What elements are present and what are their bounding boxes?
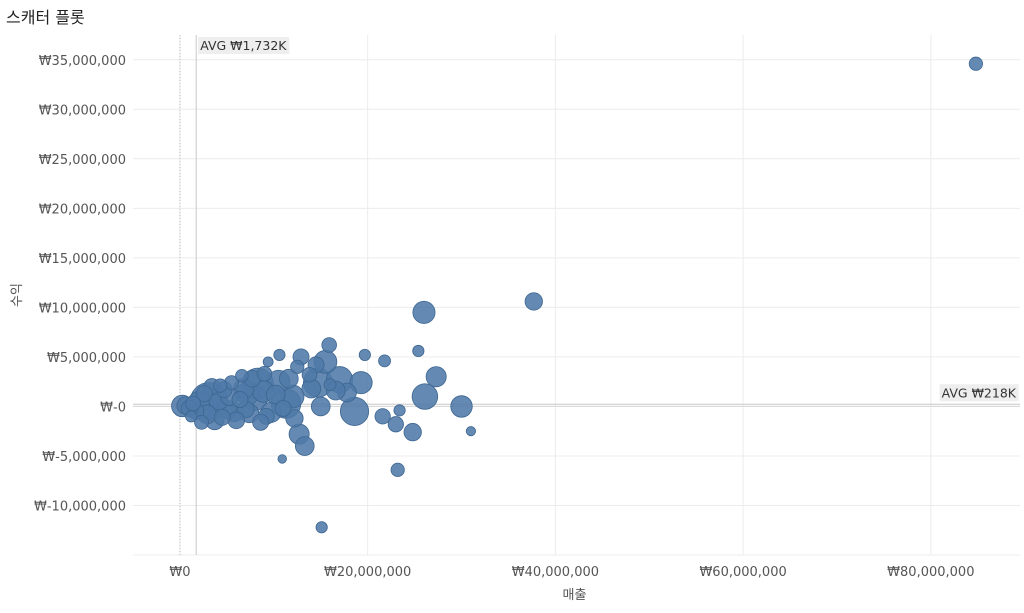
scatter-point[interactable] [195, 385, 213, 402]
scatter-point[interactable] [279, 368, 299, 389]
scatter-point[interactable] [425, 366, 447, 388]
scatter-point[interactable] [274, 399, 292, 417]
y-tick-label: ₩10,000,000 [39, 301, 126, 316]
x-tick-label: ₩20,000,000 [324, 565, 411, 580]
reference-lines [133, 35, 1020, 555]
y-tick-label: ₩30,000,000 [39, 103, 126, 118]
scatter-point[interactable] [323, 378, 337, 392]
y-average-label-bg [939, 384, 1019, 402]
scatter-point[interactable] [256, 365, 273, 382]
scatter-point[interactable] [524, 292, 543, 311]
scatter-point[interactable] [374, 408, 391, 425]
x-tick-label: ₩0 [169, 565, 190, 580]
scatter-point[interactable] [231, 391, 249, 408]
x-axis-ticks: ₩0 ₩20,000,000 ₩40,000,000 ₩60,000,000 ₩80,0… [169, 565, 974, 580]
y-tick-label: ₩25,000,000 [39, 153, 126, 168]
reference-labels: AVG ₩1,732K AVG ₩218K [198, 37, 1019, 402]
x-average-label-bg [198, 37, 290, 54]
scatter-point[interactable] [290, 359, 305, 374]
scatter-point[interactable] [403, 423, 422, 442]
grid-lines [133, 35, 1020, 556]
scatter-point[interactable] [213, 408, 231, 426]
y-tick-label: ₩-5,000,000 [42, 450, 126, 465]
x-axis-label: 매출 [563, 588, 587, 603]
scatter-point[interactable] [465, 426, 476, 437]
y-tick-label: ₩15,000,000 [39, 252, 126, 267]
scatter-point[interactable] [968, 56, 983, 71]
scatter-point[interactable] [235, 368, 249, 383]
scatter-point[interactable] [301, 366, 318, 383]
scatter-point[interactable] [277, 454, 287, 464]
y-tick-label: ₩5,000,000 [47, 351, 126, 366]
x-tick-label: ₩80,000,000 [887, 565, 974, 580]
scatter-point[interactable] [321, 337, 337, 353]
scatter-point[interactable] [450, 395, 473, 418]
scatter-point[interactable] [294, 436, 315, 456]
scatter-point[interactable] [378, 354, 391, 368]
scatter-point[interactable] [310, 396, 331, 417]
y-tick-label: ₩20,000,000 [39, 202, 126, 217]
x-average-label: AVG ₩1,732K [200, 38, 287, 53]
scatter-point[interactable] [285, 409, 304, 428]
scatter-point[interactable] [315, 521, 328, 534]
x-tick-label: ₩40,000,000 [512, 565, 599, 580]
data-points [171, 56, 983, 534]
scatter-point[interactable] [252, 413, 270, 431]
scatter-point[interactable] [185, 395, 201, 412]
scatter-point[interactable] [227, 411, 246, 430]
y-average-label: AVG ₩218K [942, 385, 1017, 400]
chart-title: 스캐터 플롯 [6, 8, 85, 27]
y-axis-label: 수익 [10, 283, 25, 307]
x-tick-label: ₩60,000,000 [699, 565, 786, 580]
scatter-point[interactable] [390, 462, 405, 477]
scatter-point[interactable] [265, 384, 286, 405]
scatter-point[interactable] [387, 416, 404, 433]
y-tick-label: ₩-0 [100, 400, 126, 415]
scatter-point[interactable] [273, 348, 286, 361]
y-tick-label: ₩-10,000,000 [34, 499, 126, 514]
scatter-point[interactable] [393, 404, 406, 417]
scatter-point[interactable] [412, 344, 425, 358]
scatter-point[interactable] [213, 378, 228, 393]
scatter-point[interactable] [262, 356, 274, 368]
scatter-point[interactable] [358, 348, 371, 361]
scatter-point[interactable] [185, 410, 198, 423]
y-tick-label: ₩35,000,000 [39, 54, 126, 69]
scatter-point[interactable] [412, 300, 436, 324]
scatter-point[interactable] [194, 414, 209, 430]
y-axis-ticks: ₩35,000,000 ₩30,000,000 ₩25,000,000 ₩20,000… [34, 54, 126, 515]
scatter-point[interactable] [411, 383, 439, 410]
